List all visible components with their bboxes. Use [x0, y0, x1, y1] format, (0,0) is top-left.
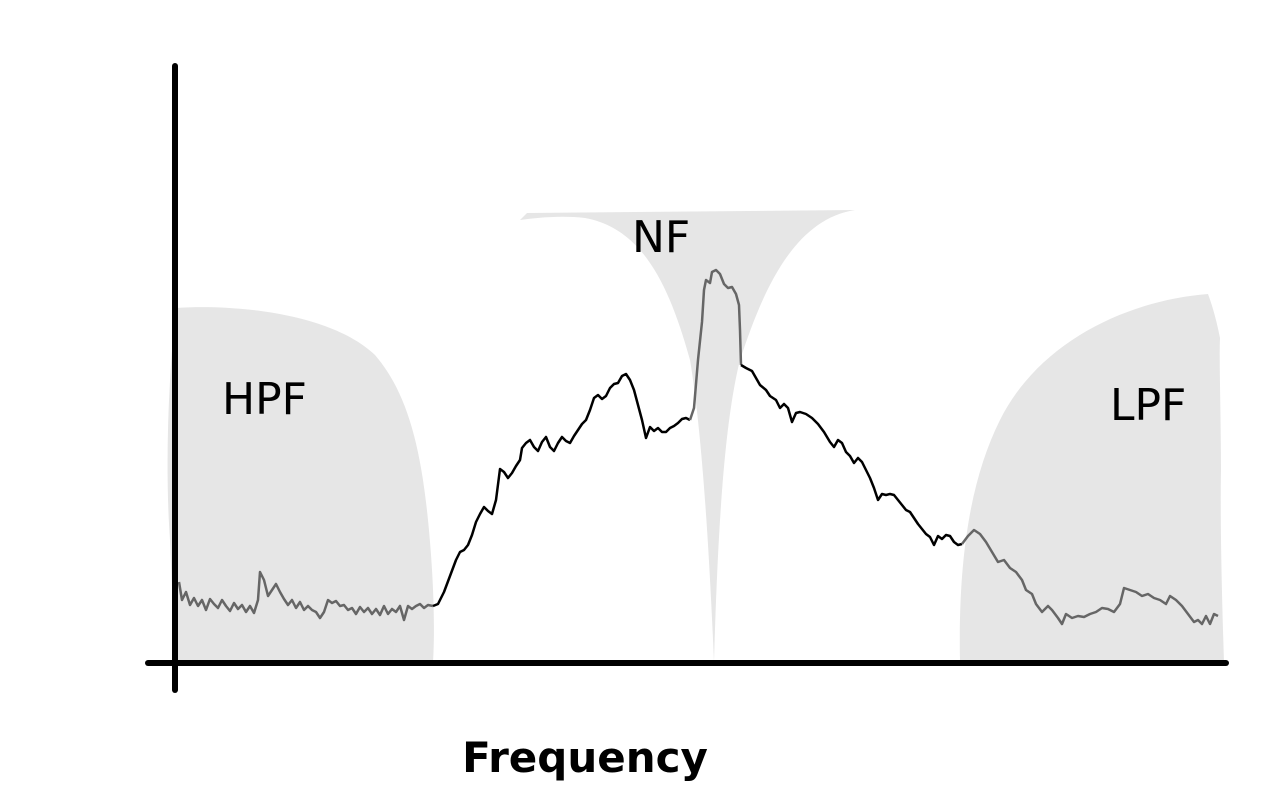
- nf-label: NF: [632, 212, 690, 263]
- signal-filtered-nf: [688, 268, 743, 421]
- nf-region: [520, 210, 855, 662]
- signal-filtered-lpf: [961, 528, 1219, 626]
- hpf-label: HPF: [222, 374, 307, 425]
- signal-passed-right: [740, 363, 963, 547]
- lpf-region: [959, 294, 1224, 662]
- signal-filtered-hpf: [177, 570, 434, 622]
- x-axis-label: Frequency: [462, 733, 708, 782]
- hpf-region: [167, 307, 434, 662]
- signal-passed-left: [432, 372, 691, 608]
- lpf-label: LPF: [1110, 380, 1186, 431]
